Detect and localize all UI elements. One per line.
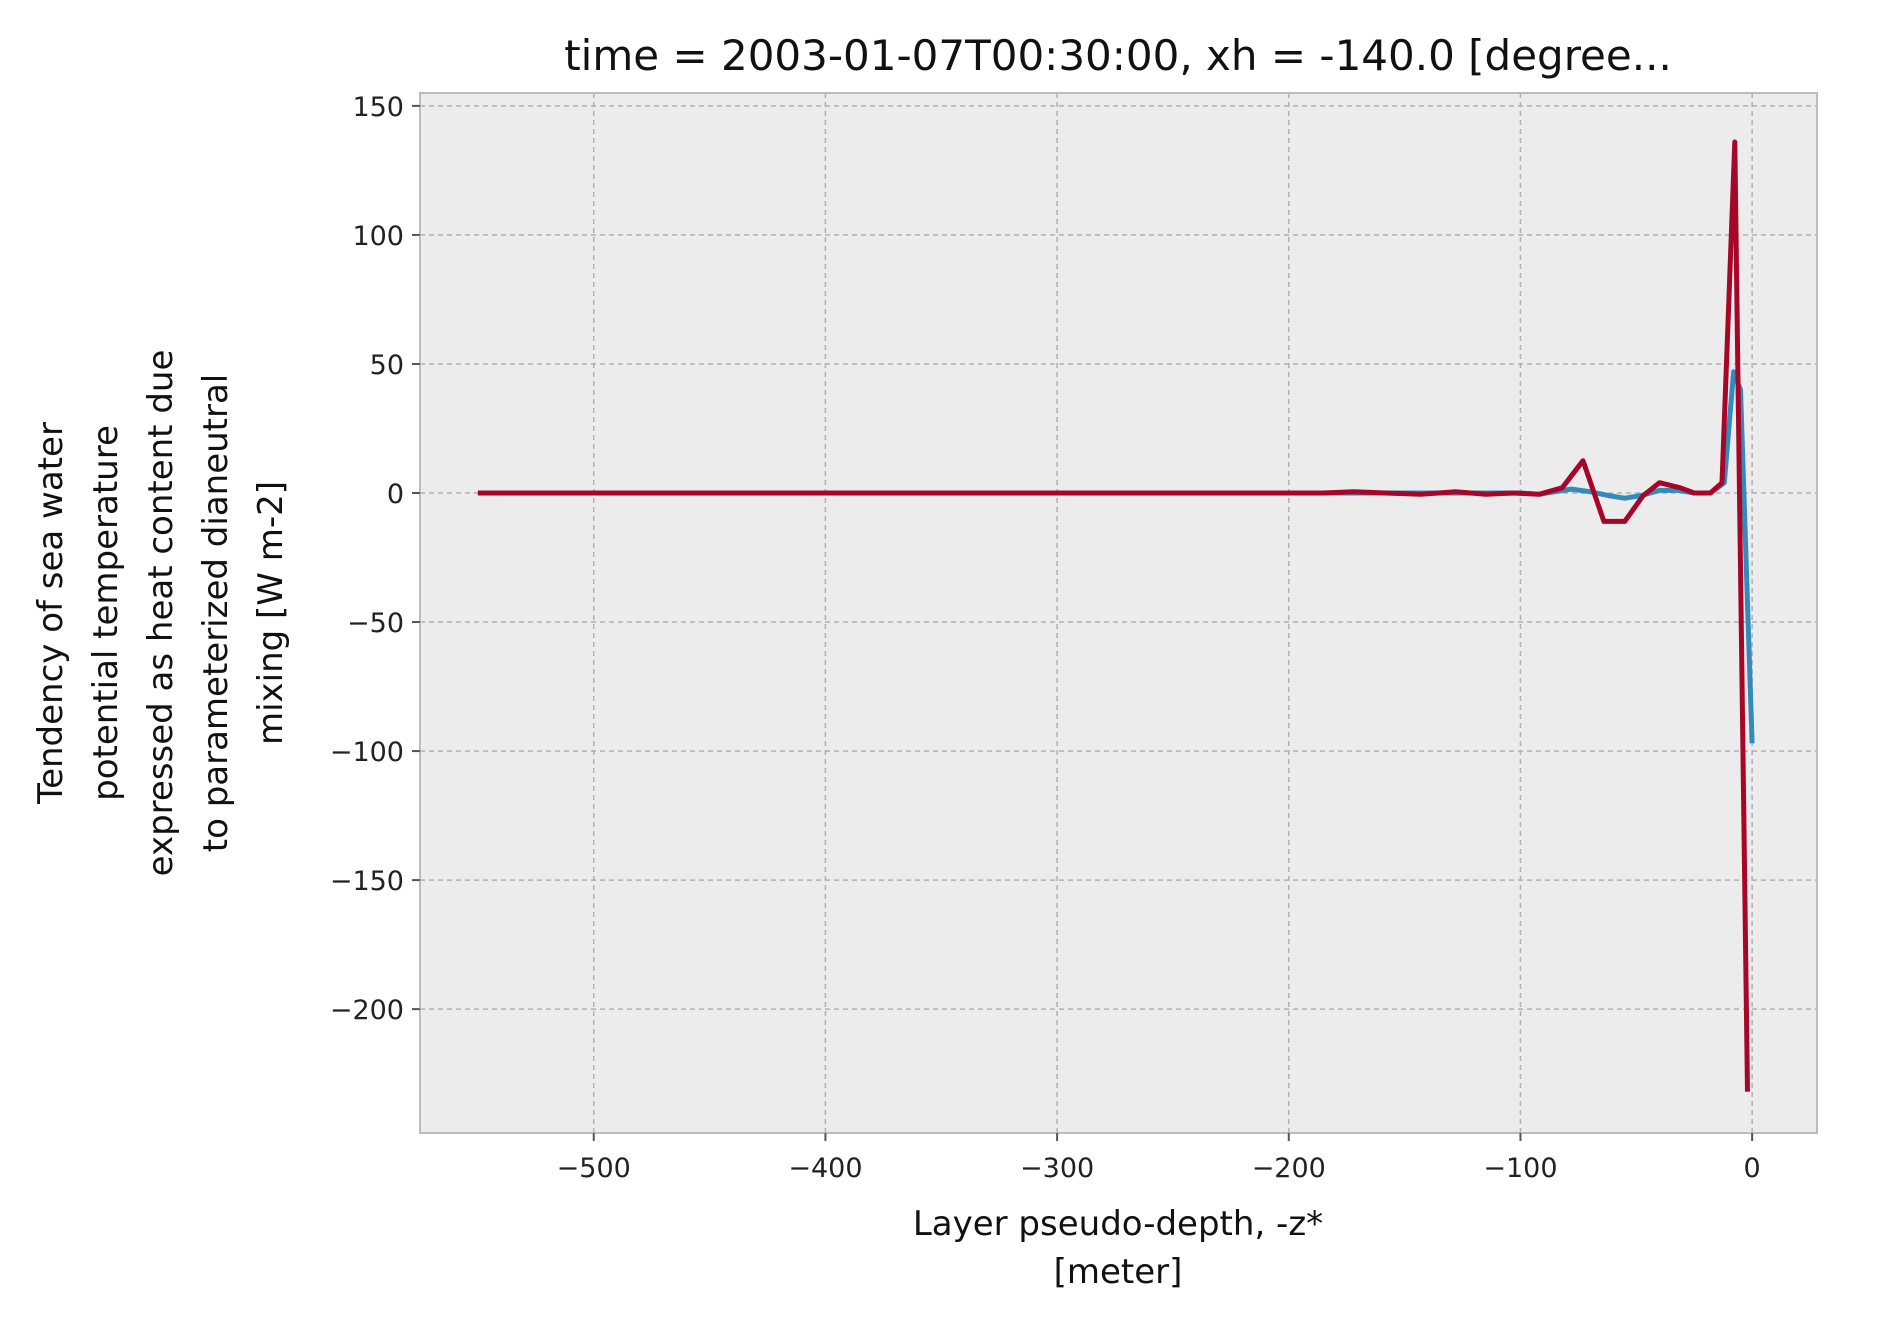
y-tick-labels: 150 100 50 0 −50 −100 −150 −200 <box>330 92 404 1026</box>
y-tick-label: 50 <box>370 350 404 381</box>
y-tick-label: 150 <box>352 92 404 123</box>
y-tick-label: −50 <box>347 608 404 639</box>
x-tick-label: −300 <box>1020 1153 1094 1184</box>
plot-frame <box>419 92 1818 1134</box>
x-tick-labels: −500 −400 −300 −200 −100 0 <box>557 1153 1761 1184</box>
x-tick-label: 0 <box>1744 1153 1761 1184</box>
y-tick-label: −100 <box>330 737 404 768</box>
x-tick-label: −100 <box>1483 1153 1557 1184</box>
tick-marks <box>412 104 1754 1141</box>
plot-area <box>420 93 1817 1133</box>
x-tick-label: −200 <box>1252 1153 1326 1184</box>
x-tick-label: −500 <box>557 1153 631 1184</box>
series-line-2 <box>477 139 1750 1092</box>
y-axis-title-line-2: potential temperature <box>86 425 126 801</box>
y-tick-label: −150 <box>330 866 404 897</box>
y-tick-label: 100 <box>352 221 404 252</box>
y-axis-title-line-3: expressed as heat content due <box>141 350 181 877</box>
y-axis-title: Tendency of sea water potential temperat… <box>31 350 291 877</box>
y-axis-title-line-5: mixing [W m-2] <box>251 481 291 745</box>
x-axis-title-line-2: [meter] <box>1054 1252 1183 1292</box>
y-tick-label: 0 <box>387 479 404 510</box>
chart-title: time = 2003-01-07T00:30:00, xh = -140.0 … <box>564 31 1672 80</box>
y-axis-title-line-4: to parameterized dianeutral <box>196 374 236 853</box>
y-axis-title-line-1: Tendency of sea water <box>31 422 71 805</box>
y-tick-label: −200 <box>330 995 404 1026</box>
x-tick-label: −400 <box>788 1153 862 1184</box>
x-axis-title-line-1: Layer pseudo-depth, -z* <box>913 1204 1323 1244</box>
series-lines <box>477 139 1755 1092</box>
